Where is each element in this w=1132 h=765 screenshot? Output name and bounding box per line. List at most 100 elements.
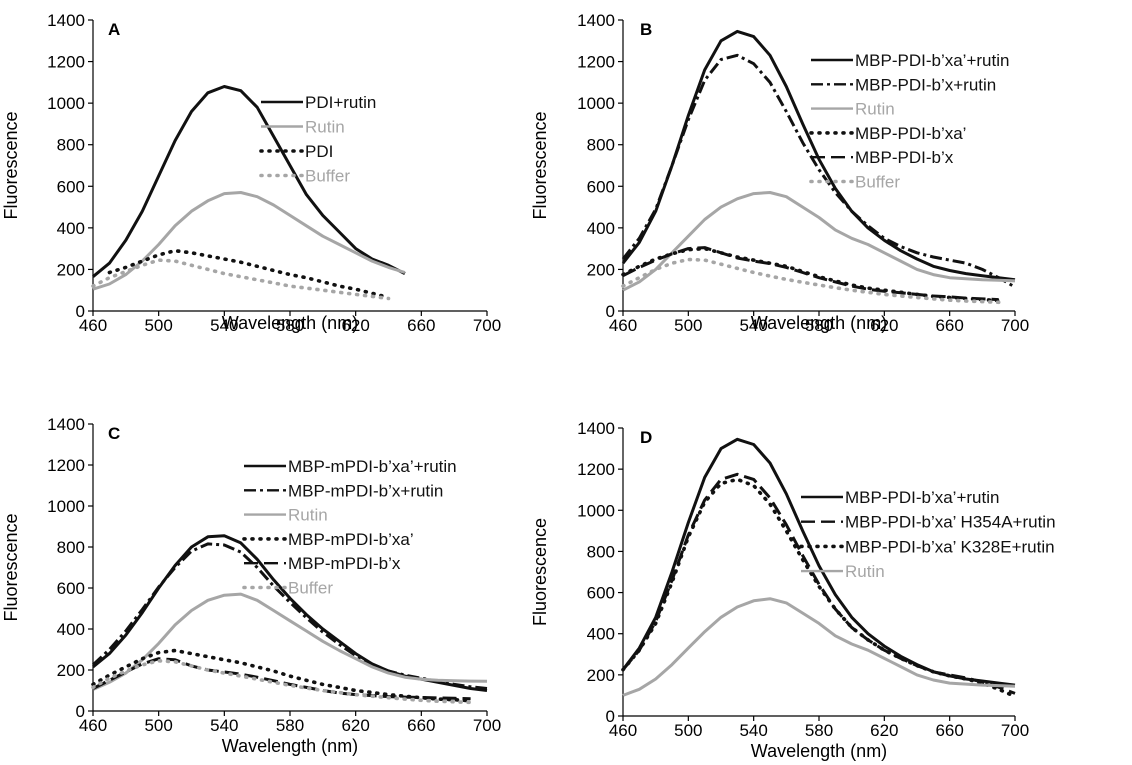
series-line-3 bbox=[92, 592, 488, 691]
y-tick-label: 1200 bbox=[47, 53, 85, 72]
y-tick-label: 1000 bbox=[47, 94, 85, 113]
legend-entry-label: Rutin bbox=[288, 506, 328, 525]
x-tick-label: 460 bbox=[609, 721, 637, 740]
series-line-4 bbox=[621, 246, 1001, 303]
series-line-2 bbox=[621, 53, 1016, 289]
x-tick-label: 620 bbox=[341, 316, 369, 335]
x-tick-label: 540 bbox=[739, 316, 767, 335]
panel-label: A bbox=[108, 20, 120, 39]
y-tick-label: 800 bbox=[587, 136, 615, 155]
x-tick-label: 620 bbox=[870, 316, 898, 335]
x-axis-title: Wavelength (nm) bbox=[751, 741, 887, 761]
panel-a: 0 200 400 600 800 1000 1200 1400 460 500 540 580 620… bbox=[1, 11, 501, 335]
x-tick-label: 500 bbox=[674, 316, 702, 335]
x-tick-label: 700 bbox=[473, 316, 501, 335]
y-tick-label: 400 bbox=[57, 219, 85, 238]
legend-entry-label: Buffer bbox=[288, 579, 333, 598]
legend-entry-label: MBP-PDI-b’x+rutin bbox=[855, 75, 996, 94]
y-tick-label: 1400 bbox=[577, 11, 615, 30]
y-tick-label: 1200 bbox=[47, 456, 85, 475]
legend-entry-label: MBP-mPDI-b’x+rutin bbox=[288, 481, 443, 500]
y-tick-label: 0 bbox=[76, 302, 85, 321]
x-tick-label: 460 bbox=[609, 316, 637, 335]
series-line-4 bbox=[622, 597, 1016, 697]
x-axis-title: Wavelength (nm) bbox=[222, 736, 358, 756]
x-tick-label: 660 bbox=[407, 316, 435, 335]
y-tick-label: 200 bbox=[587, 260, 615, 279]
x-tick-label: 580 bbox=[276, 716, 304, 735]
x-tick-label: 580 bbox=[805, 316, 833, 335]
y-tick-label: 400 bbox=[587, 219, 615, 238]
legend-entry-label: MBP-mPDI-b’x bbox=[288, 554, 401, 573]
panel-label: D bbox=[640, 428, 652, 447]
x-tick-label: 700 bbox=[1001, 316, 1029, 335]
series-line-1 bbox=[92, 85, 406, 278]
y-tick-label: 800 bbox=[57, 538, 85, 557]
y-tick-label: 600 bbox=[587, 584, 615, 603]
x-tick-label: 500 bbox=[144, 716, 172, 735]
legend-entry-label: Rutin bbox=[305, 118, 345, 137]
x-tick-label: 460 bbox=[79, 316, 107, 335]
x-tick-label: 620 bbox=[341, 716, 369, 735]
x-tick-label: 700 bbox=[473, 716, 501, 735]
y-tick-label: 200 bbox=[57, 260, 85, 279]
panel-b: 0 200 400 600 800 1000 1200 1400 460 500 540 580 620… bbox=[530, 11, 1029, 335]
legend-entry-label: Rutin bbox=[855, 100, 895, 119]
panel-c: 0 200 400 600 800 1000 1200 1400 460 500 540 580 620… bbox=[1, 415, 501, 756]
x-tick-label: 540 bbox=[210, 316, 238, 335]
x-tick-label: 660 bbox=[407, 716, 435, 735]
y-tick-label: 1400 bbox=[577, 419, 615, 438]
x-tick-label: 700 bbox=[1001, 721, 1029, 740]
y-tick-label: 1400 bbox=[47, 11, 85, 30]
y-tick-label: 800 bbox=[587, 542, 615, 561]
panel-label: B bbox=[640, 20, 652, 39]
y-tick-label: 600 bbox=[57, 177, 85, 196]
series-line-2 bbox=[621, 472, 1016, 695]
y-tick-label: 0 bbox=[606, 707, 615, 726]
panel-label: C bbox=[108, 424, 120, 443]
y-axis-title: Fluorescence bbox=[530, 111, 550, 219]
series-line-5 bbox=[622, 246, 999, 302]
legend-entry-label: MBP-PDI-b’xa’ K328E+rutin bbox=[845, 537, 1055, 556]
legend-entry-label: MBP-PDI-b’xa’ H354A+rutin bbox=[845, 513, 1056, 532]
legend-entry-label: Buffer bbox=[855, 173, 900, 192]
y-tick-label: 1000 bbox=[47, 497, 85, 516]
x-tick-label: 460 bbox=[79, 716, 107, 735]
x-axis-title: Wavelength (nm) bbox=[751, 313, 887, 333]
legend-entry-label: PDI bbox=[305, 142, 333, 161]
y-tick-label: 1000 bbox=[577, 94, 615, 113]
y-tick-label: 1200 bbox=[577, 53, 615, 72]
series-line-2 bbox=[92, 191, 406, 291]
x-tick-label: 580 bbox=[276, 316, 304, 335]
x-tick-label: 580 bbox=[805, 721, 833, 740]
x-tick-label: 500 bbox=[144, 316, 172, 335]
series-line-3 bbox=[622, 191, 1016, 292]
y-tick-label: 600 bbox=[57, 579, 85, 598]
series-line-4 bbox=[91, 258, 391, 301]
legend-entry-label: PDI+rutin bbox=[305, 93, 376, 112]
y-tick-label: 0 bbox=[76, 702, 85, 721]
y-tick-label: 400 bbox=[587, 625, 615, 644]
series-line-5 bbox=[92, 657, 471, 701]
series-line-3 bbox=[107, 248, 391, 300]
legend-entry-label: Rutin bbox=[845, 562, 885, 581]
y-axis-title: Fluorescence bbox=[1, 111, 21, 219]
legend-entry-label: MBP-PDI-b’x bbox=[855, 148, 954, 167]
x-tick-label: 540 bbox=[739, 721, 767, 740]
y-tick-label: 0 bbox=[606, 302, 615, 321]
y-tick-label: 1000 bbox=[577, 501, 615, 520]
x-tick-label: 500 bbox=[674, 721, 702, 740]
y-tick-label: 200 bbox=[57, 661, 85, 680]
y-tick-label: 1200 bbox=[577, 460, 615, 479]
legend-entry-label: MBP-mPDI-b’xa’ bbox=[288, 530, 414, 549]
series-line-3 bbox=[621, 477, 1017, 699]
series-line-1 bbox=[621, 437, 1016, 687]
legend-entry-label: MBP-PDI-b’xa’ bbox=[855, 124, 966, 143]
legend-entry-label: MBP-PDI-b’xa’+rutin bbox=[855, 51, 1009, 70]
legend-entry-label: Buffer bbox=[305, 167, 350, 186]
x-axis-title: Wavelength (nm) bbox=[222, 313, 358, 333]
series-line-2 bbox=[91, 542, 488, 690]
legend-entry-label: MBP-PDI-b’xa’+rutin bbox=[845, 488, 999, 507]
series-line-6 bbox=[621, 257, 1001, 305]
series-line-1 bbox=[621, 29, 1016, 282]
